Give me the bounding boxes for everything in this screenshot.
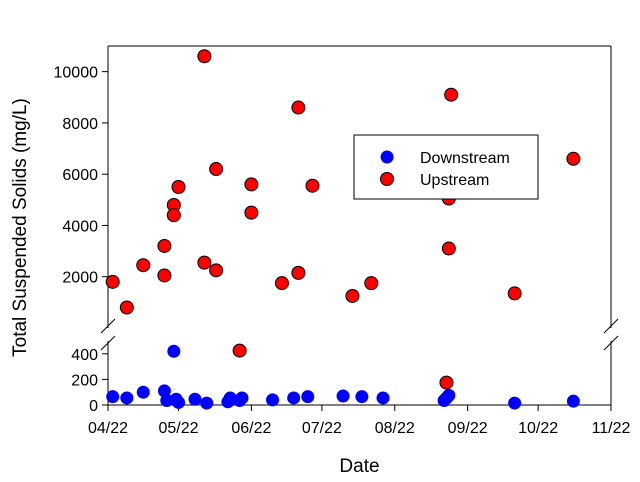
axis-ticks — [102, 71, 612, 411]
point-downstream — [336, 389, 350, 403]
x-tick-label: 04/22 — [88, 420, 128, 437]
point-downstream — [172, 395, 186, 409]
lower-panel-frame — [100, 335, 619, 406]
point-upstream — [439, 375, 454, 390]
point-downstream — [301, 390, 315, 404]
x-tick-label: 06/22 — [231, 420, 271, 437]
y-tick-label: 200 — [71, 372, 98, 389]
axis-break-right-lower — [603, 335, 619, 351]
point-upstream — [345, 288, 360, 303]
point-downstream — [566, 394, 580, 408]
legend-label-downstream: Downstream — [420, 150, 510, 167]
axis-break-left-upper — [100, 318, 116, 334]
x-tick-label: 11/22 — [592, 420, 631, 437]
point-upstream — [166, 208, 181, 223]
point-downstream — [235, 391, 249, 405]
point-downstream — [188, 392, 202, 406]
legend: Downstream Upstream — [353, 134, 539, 200]
point-upstream — [244, 205, 259, 220]
point-downstream — [200, 396, 214, 410]
point-upstream — [119, 300, 134, 315]
point-upstream — [105, 274, 120, 289]
point-upstream — [305, 178, 320, 193]
point-downstream — [287, 391, 301, 405]
axis-break-right-upper — [603, 318, 619, 334]
y-tick-label: 400 — [71, 347, 98, 364]
point-upstream — [157, 238, 172, 253]
point-upstream — [171, 180, 186, 194]
point-upstream — [566, 151, 581, 166]
legend-marker-upstream — [380, 172, 394, 186]
y-tick-label: 4000 — [62, 218, 98, 235]
x-tick-label: 08/22 — [375, 420, 415, 437]
point-upstream — [507, 286, 522, 301]
point-upstream — [197, 255, 212, 270]
point-upstream — [441, 241, 456, 256]
point-downstream — [106, 390, 120, 404]
legend-box — [353, 134, 539, 200]
x-tick-label: 09/22 — [448, 420, 488, 437]
y-tick-label: 0 — [89, 398, 98, 415]
point-upstream — [157, 268, 172, 283]
axis-tick-labels: 04/22 05/22 06/22 07/22 08/22 09/22 10/22 11/22… — [54, 65, 631, 437]
point-downstream — [167, 344, 181, 358]
legend-marker-downstream — [380, 150, 394, 164]
point-downstream — [266, 393, 280, 407]
point-upstream — [209, 162, 224, 177]
x-tick-label: 07/22 — [302, 420, 342, 437]
point-upstream — [197, 49, 212, 64]
point-downstream — [442, 388, 456, 402]
point-downstream — [120, 391, 134, 405]
x-axis-label: Date — [339, 456, 379, 477]
point-upstream — [209, 263, 224, 278]
point-upstream — [291, 265, 306, 280]
x-tick-label: 05/22 — [158, 420, 198, 437]
point-upstream — [274, 276, 289, 291]
y-tick-label: 8000 — [62, 116, 98, 133]
point-upstream — [232, 343, 247, 358]
y-tick-label: 10000 — [54, 65, 99, 82]
point-upstream — [244, 177, 259, 192]
point-downstream — [136, 385, 150, 399]
x-tick-label: 10/22 — [518, 420, 558, 437]
y-axis-label: Total Suspended Solids (mg/L) — [10, 98, 31, 357]
data-points — [105, 49, 581, 410]
point-downstream — [355, 390, 369, 404]
point-upstream — [364, 276, 379, 291]
y-tick-label: 2000 — [62, 270, 98, 287]
axis-break-left-lower — [100, 335, 116, 351]
y-tick-label: 6000 — [62, 167, 98, 184]
point-upstream — [136, 258, 151, 273]
point-downstream — [508, 396, 522, 410]
point-downstream — [376, 391, 390, 405]
legend-label-upstream: Upstream — [420, 172, 489, 189]
point-upstream — [444, 87, 459, 102]
point-upstream — [291, 100, 306, 115]
